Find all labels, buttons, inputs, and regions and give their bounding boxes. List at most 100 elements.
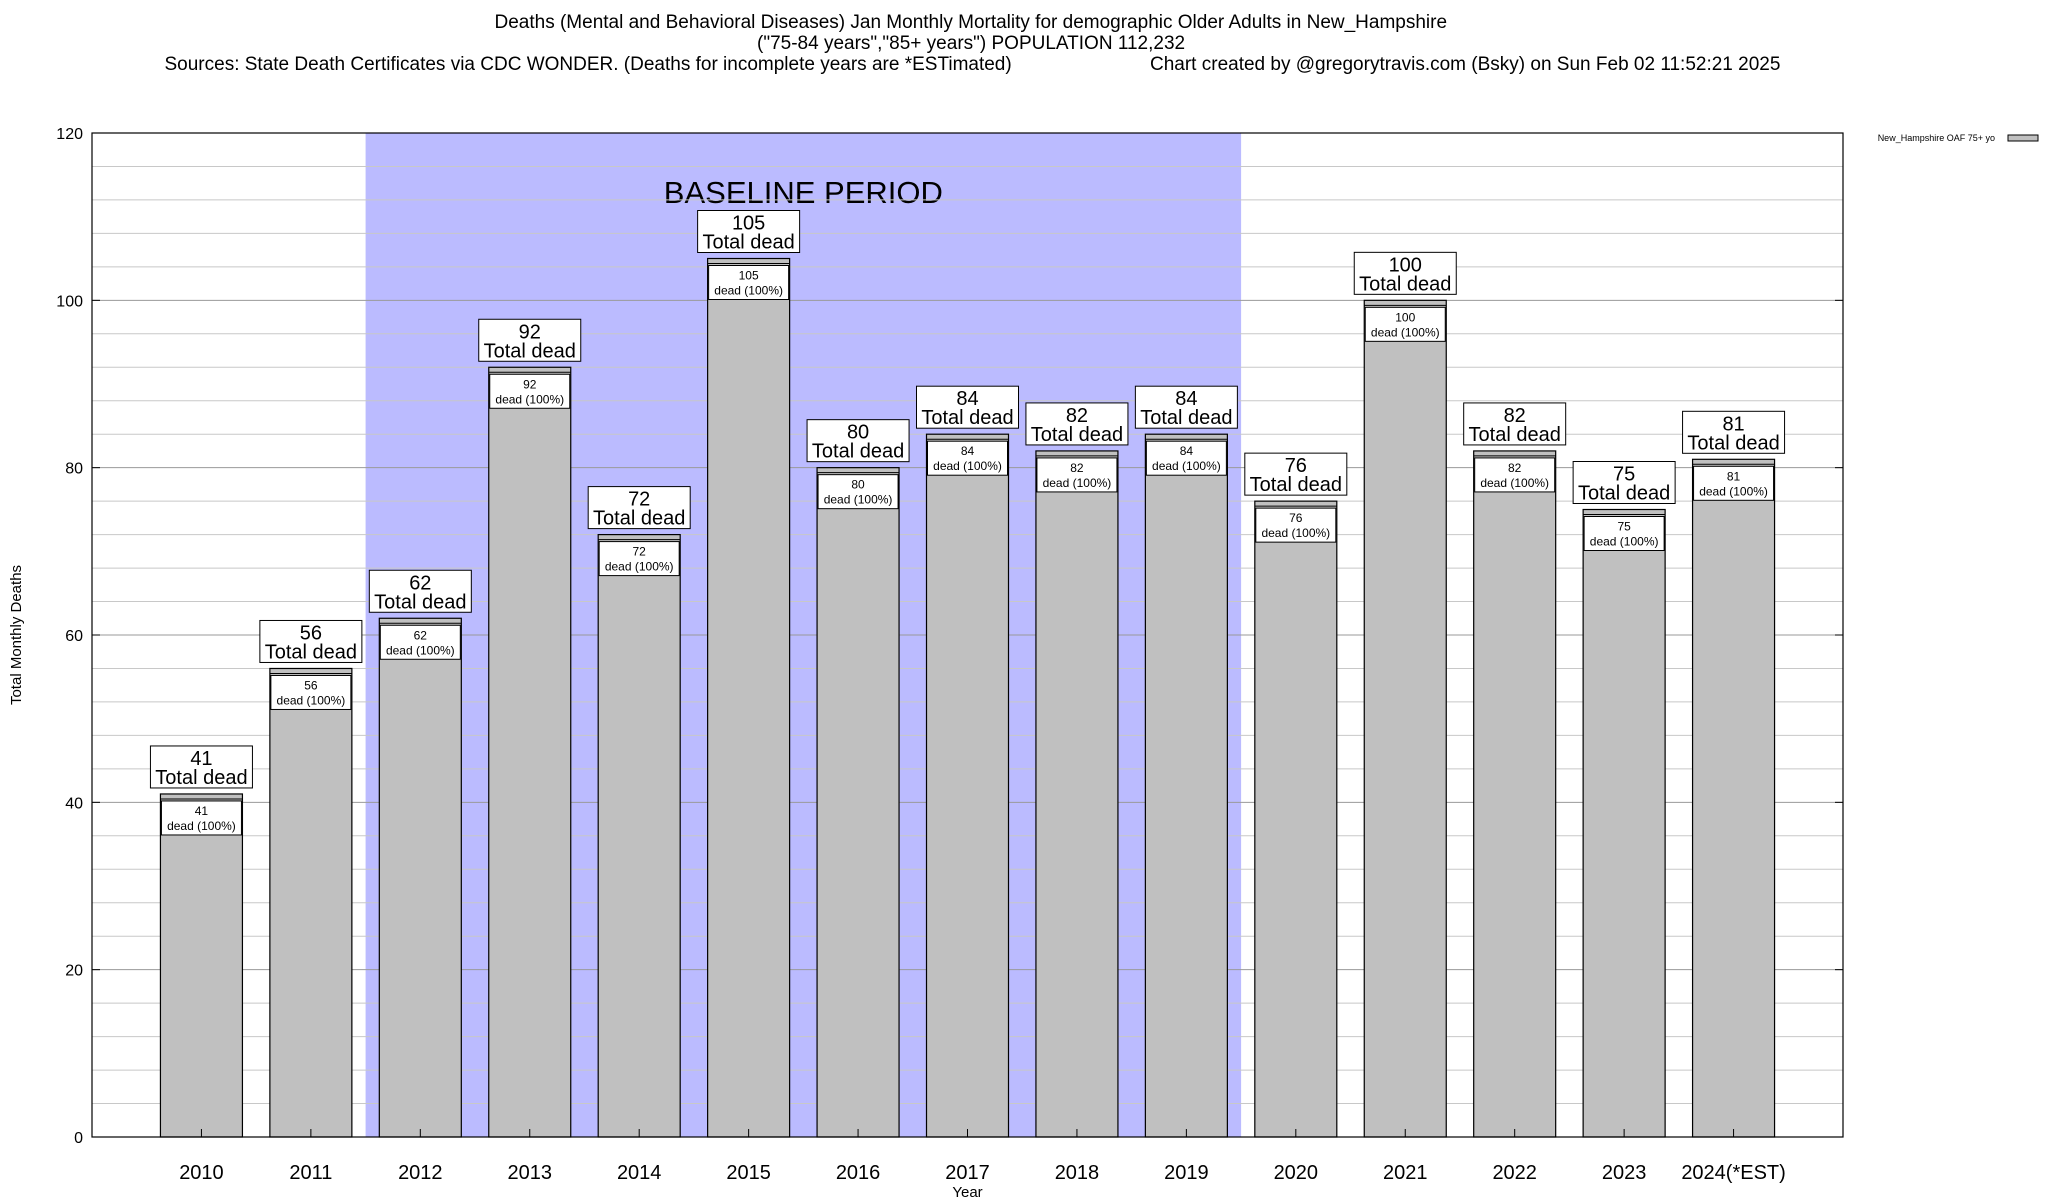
total-value-label: 75 xyxy=(1613,464,1635,486)
total-value-label: 41 xyxy=(190,748,212,770)
inner-label-box xyxy=(1145,440,1227,476)
inner-value-label: 56 xyxy=(304,678,318,692)
x-tick-label-2010: 2010 xyxy=(179,1162,224,1184)
inner-percent-label: dead (100%) xyxy=(933,459,1002,473)
inner-percent-label: dead (100%) xyxy=(1043,476,1112,490)
total-dead-label: Total dead xyxy=(155,767,247,789)
total-dead-label: Total dead xyxy=(1578,483,1670,505)
total-dead-label: Total dead xyxy=(1031,424,1123,446)
inner-label-box xyxy=(708,265,790,300)
total-label-box xyxy=(587,486,691,530)
inner-label-box xyxy=(379,624,461,660)
inner-label-box xyxy=(1364,306,1446,342)
legend-swatch xyxy=(2007,134,2039,142)
bar-2024(*EST) xyxy=(1691,458,1776,1138)
total-value-label: 105 xyxy=(732,213,765,235)
total-label-box xyxy=(478,318,582,362)
inner-value-label: 62 xyxy=(414,628,428,642)
total-value-label: 81 xyxy=(1722,413,1744,435)
bar-2018 xyxy=(1035,450,1119,1138)
inner-value-label: 72 xyxy=(633,545,647,559)
total-dead-label: Total dead xyxy=(1687,432,1779,454)
total-label-box xyxy=(1244,452,1348,496)
chart-credit: Chart created by @gregorytravis.com (Bsk… xyxy=(1150,54,1781,75)
total-label-box xyxy=(1353,251,1457,295)
inner-label-box xyxy=(1255,507,1337,543)
inner-percent-label: dead (100%) xyxy=(1480,476,1549,490)
inner-value-label: 84 xyxy=(1180,444,1194,458)
total-dead-label: Total dead xyxy=(374,591,466,613)
bar-2013 xyxy=(488,366,572,1138)
bar-2023 xyxy=(1582,508,1666,1138)
inner-value-label: 84 xyxy=(961,444,975,458)
inner-percent-label: dead (100%) xyxy=(386,643,455,657)
total-dead-label: Total dead xyxy=(593,508,685,530)
x-tick-label-2021: 2021 xyxy=(1383,1162,1428,1184)
total-dead-label: Total dead xyxy=(812,441,904,463)
inner-label-box xyxy=(489,373,571,409)
total-value-label: 72 xyxy=(628,489,650,511)
total-value-label: 80 xyxy=(847,422,869,444)
y-tick-label: 40 xyxy=(65,795,83,812)
inner-value-label: 41 xyxy=(195,804,209,818)
inner-value-label: 82 xyxy=(1508,461,1522,475)
total-label-box xyxy=(1025,402,1129,446)
total-value-label: 84 xyxy=(1175,388,1197,410)
total-value-label: 62 xyxy=(409,572,431,594)
total-dead-label: Total dead xyxy=(921,407,1013,429)
bar-2021 xyxy=(1363,299,1447,1138)
inner-value-label: 81 xyxy=(1727,469,1741,483)
total-label-box xyxy=(916,385,1019,429)
bar-2019 xyxy=(1144,433,1228,1138)
y-tick-label: 60 xyxy=(65,628,83,645)
total-label-box xyxy=(697,210,801,253)
inner-percent-label: dead (100%) xyxy=(495,392,564,406)
total-label-box xyxy=(806,419,910,463)
inner-label-box xyxy=(1474,457,1556,493)
bar-2014 xyxy=(597,533,681,1138)
inner-percent-label: dead (100%) xyxy=(605,560,674,574)
total-dead-label: Total dead xyxy=(1469,424,1561,446)
x-tick-label-2024(*EST): 2024(*EST) xyxy=(1681,1162,1786,1184)
bar-2012 xyxy=(378,617,462,1138)
y-tick-label: 20 xyxy=(65,963,83,980)
x-tick-label-2013: 2013 xyxy=(508,1162,553,1184)
total-dead-label: Total dead xyxy=(1359,273,1451,295)
chart-subtitle: ("75-84 years","85+ years") POPULATION 1… xyxy=(757,33,1186,54)
inner-label-box xyxy=(160,800,242,836)
inner-value-label: 76 xyxy=(1289,511,1303,525)
y-tick-label: 0 xyxy=(74,1130,83,1147)
inner-percent-label: dead (100%) xyxy=(167,819,236,833)
bar-2011 xyxy=(269,667,353,1138)
inner-label-box xyxy=(817,474,899,510)
total-value-label: 92 xyxy=(519,321,541,343)
inner-label-box xyxy=(1693,465,1775,501)
inner-percent-label: dead (100%) xyxy=(277,693,346,707)
inner-label-box xyxy=(598,541,680,577)
total-label-box xyxy=(1134,385,1238,429)
x-tick-label-2016: 2016 xyxy=(836,1162,881,1184)
x-tick-label-2019: 2019 xyxy=(1164,1162,1209,1184)
inner-label-box xyxy=(1583,516,1665,551)
inner-label-box xyxy=(927,440,1008,476)
legend-label: New_Hampshire OAF 75+ yo xyxy=(1878,133,1995,143)
total-dead-label: Total dead xyxy=(484,340,576,362)
total-dead-label: Total dead xyxy=(1140,407,1232,429)
y-tick-label: 100 xyxy=(56,293,83,310)
inner-value-label: 100 xyxy=(1395,310,1415,324)
x-tick-label-2012: 2012 xyxy=(398,1162,443,1184)
total-value-label: 82 xyxy=(1504,405,1526,427)
inner-percent-label: dead (100%) xyxy=(714,284,783,298)
total-dead-label: Total dead xyxy=(702,232,794,254)
inner-label-box xyxy=(1036,457,1118,493)
inner-value-label: 105 xyxy=(739,269,759,283)
total-label-box xyxy=(1572,461,1676,504)
y-tick-label: 80 xyxy=(65,461,83,478)
x-tick-label-2022: 2022 xyxy=(1492,1162,1537,1184)
chart-sources: Sources: State Death Certificates via CD… xyxy=(164,54,1012,75)
bar-2017 xyxy=(925,433,1010,1138)
total-dead-label: Total dead xyxy=(265,641,357,663)
total-value-label: 100 xyxy=(1389,254,1422,276)
total-value-label: 84 xyxy=(956,388,978,410)
